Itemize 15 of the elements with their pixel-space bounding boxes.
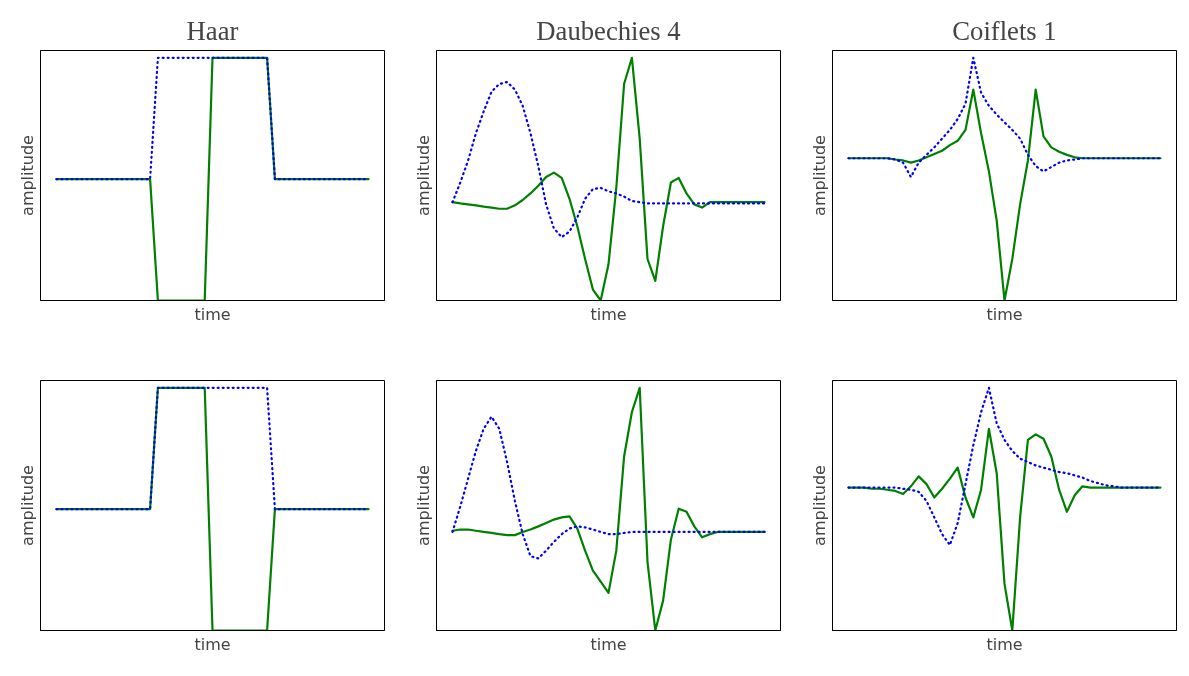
- y-axis-title: amplitude: [413, 135, 433, 216]
- chart-title: Daubechies 4: [536, 15, 681, 46]
- x-axis-title: time: [986, 304, 1023, 324]
- chart-title: Haar: [186, 15, 239, 46]
- y-axis-title: amplitude: [413, 465, 433, 546]
- x-axis-title: time: [194, 634, 231, 654]
- y-axis-title: amplitude: [17, 465, 37, 546]
- y-axis-title: amplitude: [809, 465, 829, 546]
- x-axis-title: time: [590, 634, 627, 654]
- y-axis-title: amplitude: [17, 135, 37, 216]
- x-axis-title: time: [194, 304, 231, 324]
- x-axis-title: time: [986, 634, 1023, 654]
- chart-title: Coiflets 1: [952, 15, 1057, 46]
- x-axis-title: time: [590, 304, 627, 324]
- y-axis-title: amplitude: [809, 135, 829, 216]
